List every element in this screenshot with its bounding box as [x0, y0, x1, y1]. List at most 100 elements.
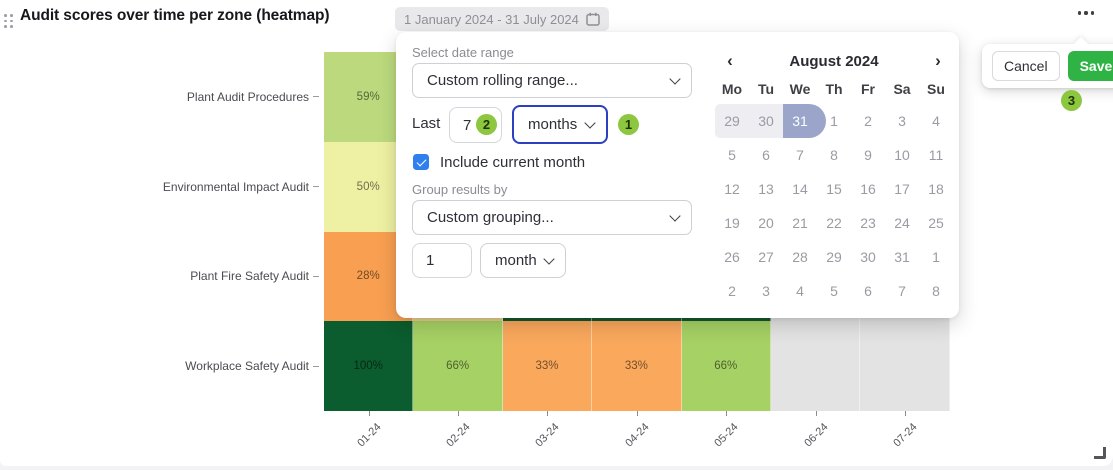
- heatmap-cell[interactable]: [860, 321, 950, 411]
- date-range-text: 1 January 2024 - 31 July 2024: [404, 11, 579, 27]
- row-label-wrap: Plant Fire Safety Audit: [0, 232, 324, 322]
- chevron-down-icon: [543, 252, 555, 265]
- resize-handle-icon[interactable]: [1094, 447, 1106, 459]
- calendar-day[interactable]: 9: [864, 147, 872, 163]
- x-axis-slot: 07-24: [860, 411, 949, 467]
- calendar-day[interactable]: 22: [826, 215, 842, 231]
- row-label: Environmental Impact Audit: [162, 179, 309, 194]
- weekday-label: Mo: [721, 81, 743, 97]
- calendar-day[interactable]: 5: [728, 147, 736, 163]
- axis-tick: [313, 365, 319, 367]
- row-label: Plant Fire Safety Audit: [190, 269, 309, 284]
- calendar-day[interactable]: 31: [894, 249, 910, 265]
- calendar-day[interactable]: 13: [758, 181, 774, 197]
- calendar-day[interactable]: 30: [749, 104, 783, 138]
- calendar-day[interactable]: 3: [898, 113, 906, 129]
- more-menu-button[interactable]: [1072, 2, 1100, 24]
- date-range-button[interactable]: 1 January 2024 - 31 July 2024: [395, 7, 609, 31]
- calendar-day[interactable]: 18: [928, 181, 944, 197]
- row-label: Plant Audit Procedures: [186, 89, 309, 104]
- heatmap-cell[interactable]: 33%: [502, 321, 593, 411]
- x-axis-label: 06-24: [801, 421, 831, 450]
- calendar-day[interactable]: 26: [724, 249, 740, 265]
- axis-tick: [726, 411, 728, 416]
- heatmap-cell[interactable]: 33%: [592, 321, 682, 411]
- weekday-label: Th: [825, 81, 843, 97]
- calendar-day[interactable]: 11: [928, 147, 944, 163]
- save-button[interactable]: Save: [1067, 51, 1113, 81]
- calendar-day[interactable]: 8: [932, 283, 940, 299]
- calendar-day[interactable]: 25: [928, 215, 944, 231]
- axis-tick: [815, 411, 817, 416]
- check-icon: [416, 156, 426, 166]
- heatmap-cell[interactable]: [770, 321, 861, 411]
- calendar-day[interactable]: 7: [898, 283, 906, 299]
- x-axis-slot: 04-24: [592, 411, 681, 467]
- calendar-day[interactable]: 4: [796, 283, 804, 299]
- calendar-next-button[interactable]: ›: [923, 51, 953, 71]
- calendar-day[interactable]: 30: [860, 249, 876, 265]
- calendar-day[interactable]: 20: [758, 215, 774, 231]
- row-label-wrap: Environmental Impact Audit: [0, 142, 324, 232]
- calendar-day[interactable]: 4: [932, 113, 940, 129]
- calendar-day[interactable]: 6: [864, 283, 872, 299]
- row-label-wrap: Workplace Safety Audit: [0, 321, 324, 411]
- calendar-day[interactable]: 3: [762, 283, 770, 299]
- calendar-day[interactable]: 24: [894, 215, 910, 231]
- x-axis-slot: 02-24: [413, 411, 502, 467]
- calendar-day[interactable]: 7: [796, 147, 804, 163]
- calendar-day[interactable]: 29: [715, 104, 749, 138]
- grouping-select-value: Custom grouping...: [427, 209, 554, 226]
- heatmap-cell[interactable]: 66%: [681, 321, 771, 411]
- step-badge-3: 3: [1061, 90, 1082, 111]
- calendar-day[interactable]: 10: [894, 147, 910, 163]
- group-count-input[interactable]: [412, 243, 472, 278]
- drag-handle-icon[interactable]: [4, 14, 14, 28]
- calendar-day[interactable]: 1: [830, 113, 838, 129]
- calendar-day[interactable]: 2: [728, 283, 736, 299]
- include-current-month-checkbox[interactable]: [413, 154, 429, 170]
- x-axis-slot: 06-24: [771, 411, 860, 467]
- weekday-label: Sa: [893, 81, 911, 97]
- calendar-day[interactable]: 17: [894, 181, 910, 197]
- calendar-day[interactable]: 5: [830, 283, 838, 299]
- group-unit-select[interactable]: month: [480, 243, 566, 278]
- unit-select[interactable]: months: [512, 105, 608, 144]
- calendar-day[interactable]: 1: [932, 249, 940, 265]
- calendar-day[interactable]: 2: [864, 113, 872, 129]
- date-range-popup: Select date range Custom rolling range..…: [396, 32, 959, 318]
- calendar-day-selected[interactable]: 31: [783, 104, 826, 138]
- group-results-label: Group results by: [412, 182, 508, 197]
- heatmap-cell[interactable]: 66%: [413, 321, 503, 411]
- unit-select-value: months: [528, 116, 578, 133]
- cancel-button[interactable]: Cancel: [992, 51, 1060, 81]
- last-count-input[interactable]: [449, 107, 502, 143]
- calendar-day[interactable]: 12: [724, 181, 740, 197]
- step-badge-1: 1: [618, 114, 639, 135]
- select-date-range-label: Select date range: [412, 45, 514, 60]
- grouping-select[interactable]: Custom grouping...: [412, 200, 692, 235]
- calendar-day[interactable]: 15: [826, 181, 842, 197]
- weekday-label: Su: [927, 81, 945, 97]
- calendar-day[interactable]: 28: [792, 249, 808, 265]
- calendar-day[interactable]: 14: [792, 181, 808, 197]
- calendar-icon: [586, 12, 600, 26]
- x-axis-label: 04-24: [622, 421, 652, 450]
- weekday-label: Tu: [757, 81, 775, 97]
- calendar-day[interactable]: 29: [826, 249, 842, 265]
- calendar-day[interactable]: 8: [830, 147, 838, 163]
- calendar-day[interactable]: 21: [792, 215, 808, 231]
- calendar-prev-button[interactable]: ‹: [715, 51, 745, 71]
- calendar-day[interactable]: 23: [860, 215, 876, 231]
- heatmap-cell[interactable]: 100%: [324, 321, 414, 411]
- last-label: Last: [412, 115, 441, 132]
- calendar-day[interactable]: 16: [860, 181, 876, 197]
- calendar-day[interactable]: 6: [762, 147, 770, 163]
- calendar-day[interactable]: 19: [724, 215, 740, 231]
- date-range-select[interactable]: Custom rolling range...: [412, 63, 692, 98]
- axis-tick: [905, 411, 907, 416]
- calendar-day[interactable]: 27: [758, 249, 774, 265]
- x-axis-slot: 05-24: [682, 411, 771, 467]
